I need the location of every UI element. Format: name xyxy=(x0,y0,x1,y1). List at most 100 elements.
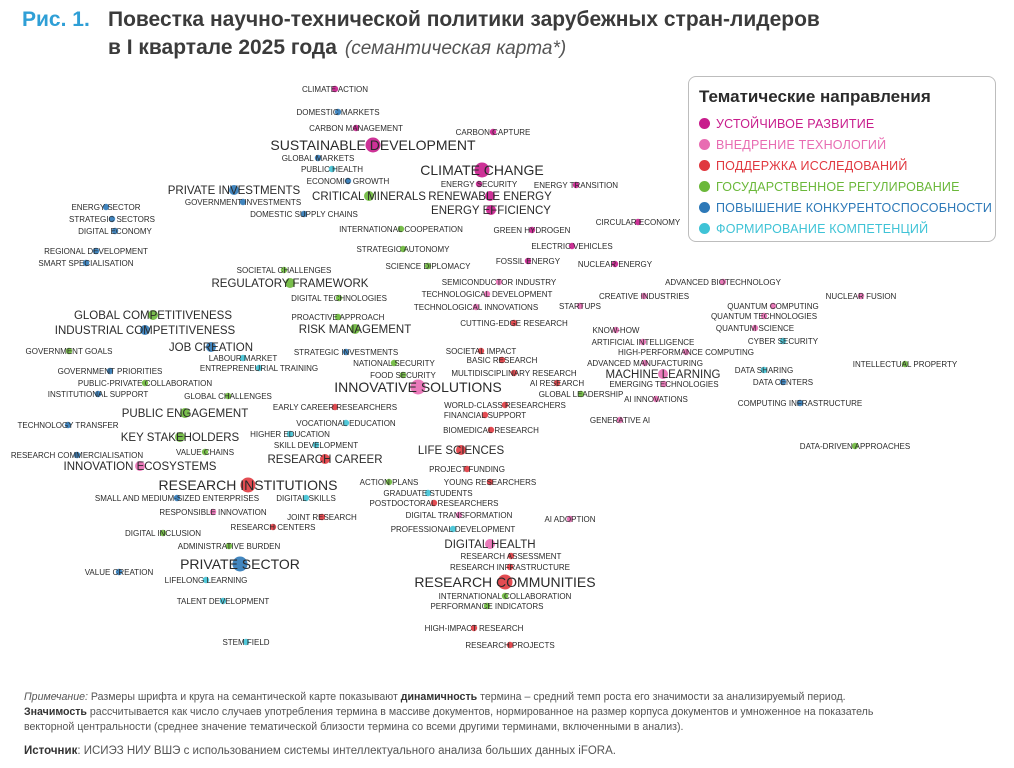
legend-item: ФОРМИРОВАНИЕ КОМПЕТЕНЦИЙ xyxy=(699,220,928,238)
term-label: PRIVATE SECTOR xyxy=(180,556,300,572)
term-label: ARTIFICIAL INTELLIGENCE xyxy=(592,338,695,347)
map-term: FOSSIL ENERGY xyxy=(496,257,561,266)
map-term: RESEARCH CAREER xyxy=(267,454,383,466)
legend-label: ПОВЫШЕНИЕ КОНКУРЕНТОСПОСОБНОСТИ xyxy=(716,200,993,215)
term-marker xyxy=(463,465,471,473)
term-label: QUANTUM SCIENCE xyxy=(716,324,794,333)
map-term: INDUSTRIAL COMPETITIVENESS xyxy=(55,325,236,337)
term-marker xyxy=(489,128,497,136)
term-marker xyxy=(159,529,167,537)
term-marker xyxy=(397,225,405,233)
map-term: JOINT RESEARCH xyxy=(287,513,357,522)
term-marker xyxy=(180,408,190,418)
map-term: YOUNG RESEARCHERS xyxy=(444,478,536,487)
source-note: Источник: ИСИЭЗ НИУ ВШЭ с использованием… xyxy=(24,745,616,757)
term-marker xyxy=(506,641,514,649)
term-label: PRIVATE INVESTMENTS xyxy=(168,185,301,197)
term-marker xyxy=(639,338,647,346)
map-term: PROJECT FUNDING xyxy=(429,465,505,474)
term-label: DATA SHARING xyxy=(735,366,793,375)
term-label: CLIMATE ACTION xyxy=(302,85,368,94)
term-label: JOINT RESEARCH xyxy=(287,513,357,522)
term-label: GOVERNMENT INVESTMENTS xyxy=(185,198,301,207)
note-text-2: термина – средний темп роста его значимо… xyxy=(480,691,846,703)
map-term: CLIMATE ACTION xyxy=(302,85,368,94)
map-term: DOMESTIC MARKETS xyxy=(296,108,379,117)
term-label: LIFE SCIENCES xyxy=(418,445,505,457)
term-marker xyxy=(365,137,381,153)
term-marker xyxy=(553,379,561,387)
map-term: SUSTAINABLE DEVELOPMENT xyxy=(270,137,476,153)
term-marker xyxy=(477,347,485,355)
map-term: INTERNATIONAL COLLABORATION xyxy=(439,592,572,601)
term-label: PROFESSIONAL DEVELOPMENT xyxy=(391,525,516,534)
term-marker xyxy=(106,367,114,375)
map-term: MACHINE LEARNING xyxy=(605,369,721,381)
map-term: GOVERNMENT INVESTMENTS xyxy=(185,198,301,207)
term-label: STRATEGIC AUTONOMY xyxy=(356,245,450,254)
map-term: ENERGY EFFICIENCY xyxy=(431,205,551,217)
term-label: CIRCULAR ECONOMY xyxy=(596,218,681,227)
term-label: TALENT DEVELOPMENT xyxy=(177,597,270,606)
legend-dot xyxy=(699,223,710,235)
map-term: ADVANCED BIOTECHNOLOGY xyxy=(665,278,782,287)
term-marker xyxy=(111,227,119,235)
term-label: DIGITAL TECHNOLOGIES xyxy=(291,294,387,303)
note-bold-1: динамичность xyxy=(400,691,478,703)
map-term: EARLY CAREER RESEARCHERS xyxy=(273,403,397,412)
term-marker xyxy=(640,292,648,300)
term-marker xyxy=(430,499,438,507)
term-label: ENERGY EFFICIENCY xyxy=(431,205,551,217)
legend-label: УСТОЙЧИВОЕ РАЗВИТИЕ xyxy=(716,116,875,131)
term-marker xyxy=(344,177,352,185)
term-marker xyxy=(350,324,360,334)
term-label: CRITICAL MINERALS xyxy=(312,191,426,203)
term-marker xyxy=(851,442,859,450)
term-marker xyxy=(201,448,209,456)
term-marker xyxy=(483,602,491,610)
term-marker xyxy=(769,302,777,310)
term-label: DIGITAL HEALTH xyxy=(444,539,535,551)
term-label: QUANTUM TECHNOLOGIES xyxy=(711,312,817,321)
term-label: INSTITUTIONAL SUPPORT xyxy=(48,390,149,399)
map-term: DATA SHARING xyxy=(735,366,793,375)
term-marker xyxy=(240,477,256,493)
term-marker xyxy=(507,552,515,560)
term-marker xyxy=(719,278,727,286)
term-marker xyxy=(634,218,642,226)
term-marker xyxy=(108,215,116,223)
term-label: AI ADOPTION xyxy=(544,515,595,524)
term-marker xyxy=(232,556,248,572)
map-term: TECHNOLOGY TRANSFER xyxy=(17,421,118,430)
map-term: DOMESTIC SUPPLY CHAINS xyxy=(250,210,358,219)
term-marker xyxy=(483,290,491,298)
term-label: RESPONSIBLE INNOVATION xyxy=(159,508,267,517)
term-marker xyxy=(796,399,804,407)
term-marker xyxy=(472,303,480,311)
term-label: TECHNOLOGICAL DEVELOPMENT xyxy=(422,290,553,299)
term-marker xyxy=(229,185,239,195)
term-label: STEM FIELD xyxy=(222,638,269,647)
term-marker xyxy=(239,354,247,362)
term-label: SMART SPECIALISATION xyxy=(38,259,133,268)
map-term: ECONOMIC GROWTH xyxy=(307,177,390,186)
map-term: PUBLIC ENGAGEMENT xyxy=(122,408,248,420)
term-marker xyxy=(486,478,494,486)
term-label: TECHNOLOGY TRANSFER xyxy=(17,421,118,430)
term-marker xyxy=(342,419,350,427)
term-label: GOVERNMENT PRIORITIES xyxy=(58,367,163,376)
term-marker xyxy=(173,494,181,502)
map-term: BASIC RESEARCH xyxy=(467,356,538,365)
term-marker xyxy=(102,203,110,211)
term-marker xyxy=(269,523,277,531)
term-marker xyxy=(528,226,536,234)
term-label: INTERNATIONAL COLLABORATION xyxy=(439,592,572,601)
figure-title-line2: в I квартале 2025 года (семантическая кар… xyxy=(108,36,566,60)
legend: Тематические направления УСТОЙЧИВОЕ РАЗВ… xyxy=(688,76,996,242)
term-marker xyxy=(352,124,360,132)
map-term: LIFE SCIENCES xyxy=(418,445,505,457)
term-label: DIGITAL SKILLS xyxy=(276,494,336,503)
term-marker xyxy=(779,378,787,386)
map-term: PRIVATE INVESTMENTS xyxy=(168,185,301,197)
map-term: DATA-DRIVEN APPROACHES xyxy=(800,442,910,451)
